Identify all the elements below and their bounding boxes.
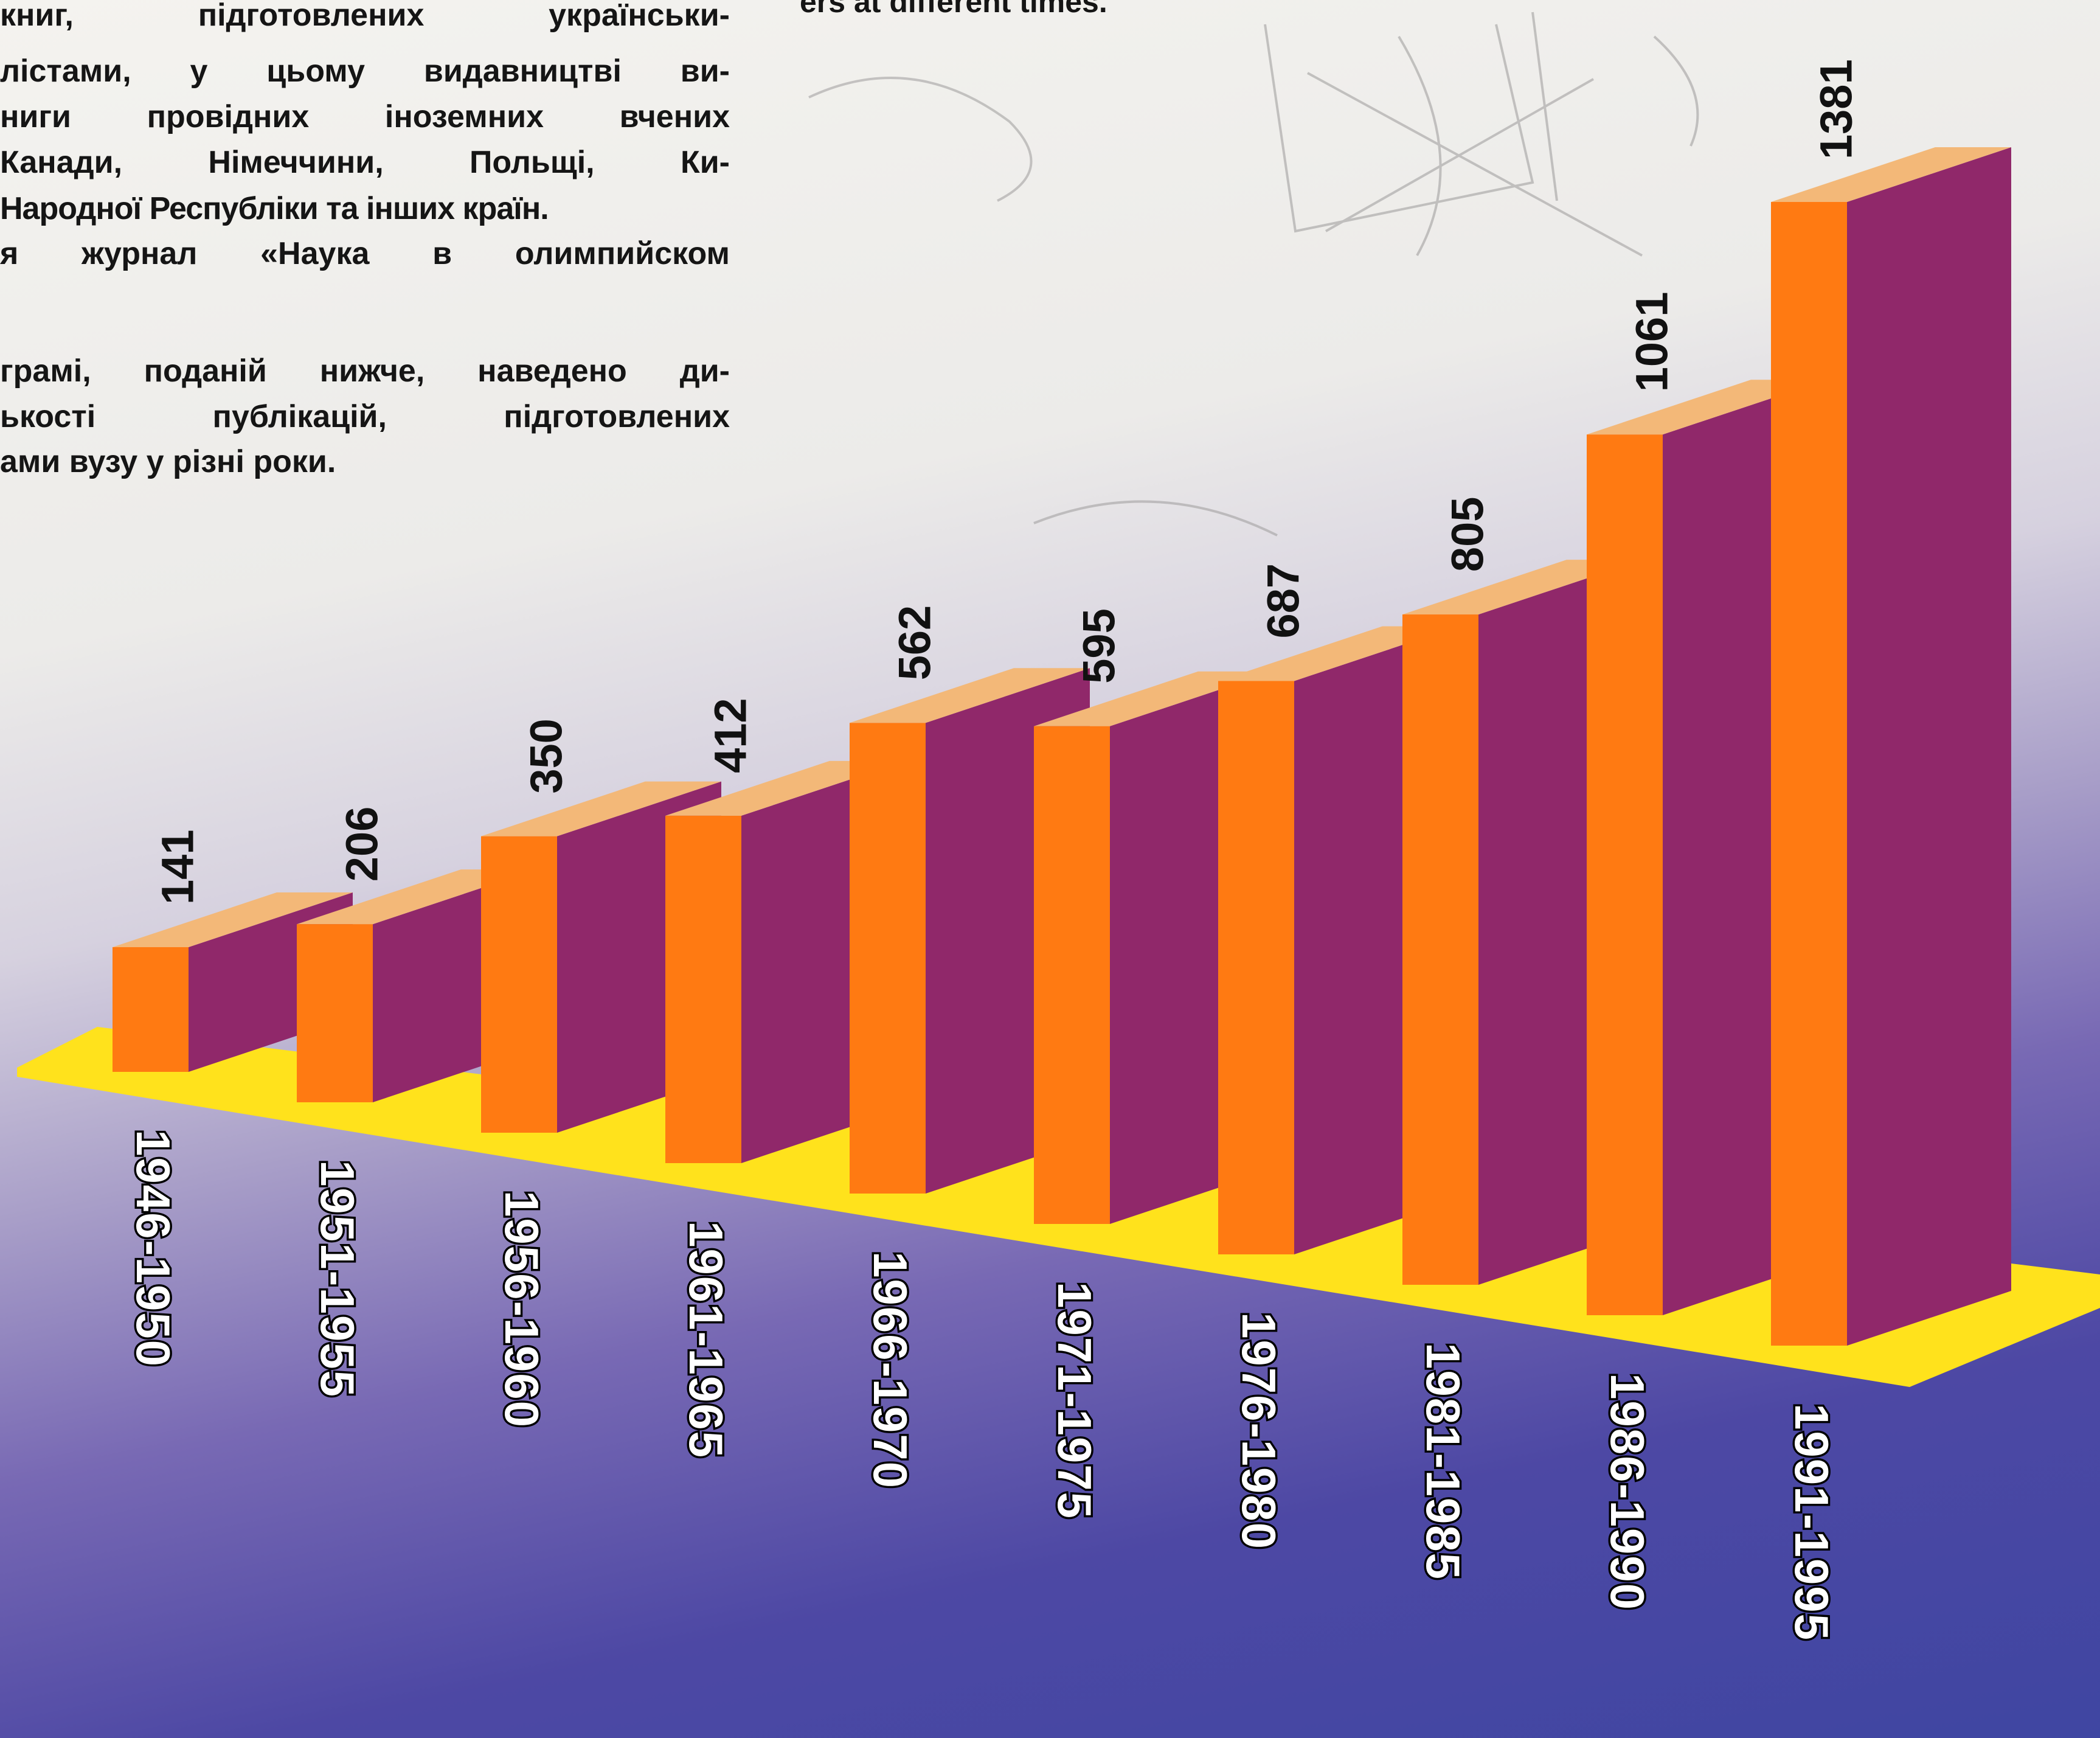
category-label: 1966-1970 (864, 1251, 917, 1489)
bar-top-face (850, 668, 1090, 723)
bar-value-label: 595 (1074, 608, 1125, 683)
bar-value-label: 206 (337, 807, 387, 881)
body-text-line: Народної Республіки та інших країн. (0, 191, 549, 226)
category-label: 1976-1980 (1232, 1312, 1286, 1550)
bar-front-face (665, 815, 741, 1163)
bar-value-label: 350 (521, 718, 572, 793)
bar-front-face (481, 836, 557, 1133)
bar-front-face (1218, 681, 1294, 1254)
bar-front-face (1034, 726, 1110, 1224)
bar-top-face (481, 781, 721, 836)
bar (1771, 147, 2011, 1346)
bar-top-face (1218, 626, 1458, 681)
body-text-line: ами вузу у різні роки. (0, 444, 336, 479)
body-text-line: ниги провідних іноземних вчених (0, 99, 730, 134)
category-label: 1956-1960 (495, 1191, 549, 1428)
bar-top-face (1402, 560, 1643, 615)
bar-top-face (665, 760, 906, 816)
bar-front-face (1402, 614, 1478, 1285)
value-labels-group: 141 206 350 412 562 595 687 805 1061 1381 (153, 59, 1862, 905)
category-label: 1946-1950 (126, 1130, 180, 1368)
bar-front-face (1771, 202, 1847, 1346)
bar-front-face (297, 924, 373, 1102)
bar-value-label: 805 (1443, 497, 1493, 572)
category-label: 1961-1965 (679, 1221, 733, 1459)
bars-group (113, 147, 2011, 1346)
body-text-line: Канади, Німеччини, Польщі, Ки- (0, 145, 730, 180)
bar-value-label: 1381 (1811, 59, 1862, 159)
body-text-line: лістами, у цьому видавництві ви- (0, 54, 730, 89)
bar-front-face (1587, 434, 1663, 1315)
bar-value-label: 1061 (1627, 292, 1677, 392)
body-text-line: грамі, поданій нижче, наведено ди- (0, 353, 730, 389)
category-label: 1981-1985 (1416, 1343, 1470, 1580)
bar-value-label: 687 (1258, 563, 1309, 638)
category-label: 1951-1955 (311, 1160, 364, 1398)
body-text-line: книг, підготовлених українськи- (0, 0, 730, 33)
bar-value-label: 562 (890, 605, 940, 680)
bar-value-label: 412 (705, 698, 756, 773)
bar-top-face (1034, 671, 1274, 726)
bar-top-face (113, 892, 353, 947)
bar-top-face (1771, 147, 2011, 202)
body-text-line: ькості публікацій, підготовлених (0, 399, 730, 434)
bar-front-face (850, 723, 926, 1194)
category-labels-group: 1946-1950 1951-1955 1956-1960 1961-1965 1966… (125, 1128, 1841, 1644)
bar-value-label: 141 (153, 830, 203, 905)
bar-front-face (113, 947, 189, 1072)
category-label: 1971-1975 (1048, 1282, 1101, 1520)
body-text-line: я журнал «Наука в олимпийском (0, 236, 730, 271)
bar-side-face (1847, 147, 2011, 1346)
english-caption-fragment: ers at different times. (800, 0, 1107, 19)
bar-top-face (1587, 380, 1827, 435)
bar-top-face (297, 869, 537, 925)
category-label: 1986-1990 (1601, 1373, 1654, 1611)
category-label: 1991-1995 (1785, 1403, 1838, 1641)
